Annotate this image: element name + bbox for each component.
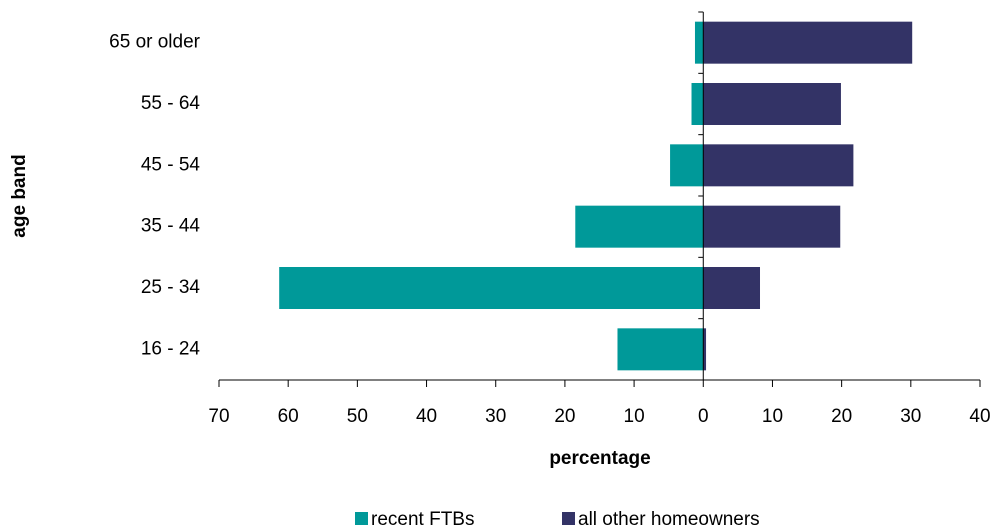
legend-swatch [562,512,575,525]
y-tick-label: 65 or older [109,32,201,53]
legend-label: all other homeowners [578,509,760,530]
x-tick-label: 70 [208,406,229,427]
bar [279,267,704,309]
x-tick-label: 30 [900,406,921,427]
y-axis-title: age band [9,154,30,237]
bar [703,205,841,248]
bar [703,21,913,64]
x-tick-label: 10 [762,406,783,427]
x-axis-title: percentage [549,448,650,469]
y-tick-label: 25 - 34 [141,277,201,298]
x-tick-label: 20 [554,406,575,427]
y-tick-label: 35 - 44 [141,216,201,237]
x-tick-label: 0 [698,406,709,427]
x-tick-label: 40 [416,406,437,427]
bar [575,205,704,248]
bar [703,144,854,187]
legend-label: recent FTBs [371,509,474,530]
x-tick-label: 10 [624,406,645,427]
bar [691,83,704,125]
y-tick-label: 55 - 64 [141,93,201,114]
x-tick-label: 50 [347,406,368,427]
bar [703,267,761,309]
bar [703,328,707,371]
bar [670,144,704,187]
legend-swatch [355,512,368,525]
x-tick-label: 60 [278,406,299,427]
x-tick-label: 30 [485,406,506,427]
bar [703,83,841,125]
bar [694,21,704,64]
y-tick-label: 45 - 54 [141,154,201,175]
x-tick-label: 40 [969,406,990,427]
bar [617,328,704,371]
x-tick-label: 20 [831,406,852,427]
y-tick-label: 16 - 24 [141,338,201,359]
